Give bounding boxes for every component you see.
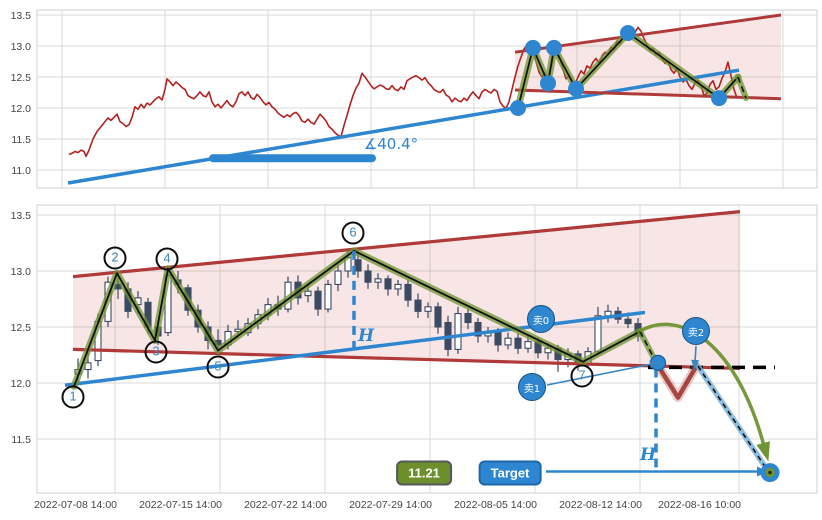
candle-down <box>384 278 392 290</box>
target-curve-arrowhead <box>756 441 770 462</box>
candle-up <box>424 306 432 312</box>
red-v-projection <box>654 361 700 400</box>
top-pivot-marker <box>510 100 526 116</box>
candle-down <box>464 313 472 324</box>
candle-up <box>334 270 342 285</box>
top-pivot-marker <box>540 75 556 92</box>
candle-up <box>504 337 512 346</box>
top-y-tick-label: 13.5 <box>11 10 32 22</box>
candle-down <box>414 299 422 312</box>
top-y-tick-label: 12.5 <box>11 72 32 84</box>
top-y-tick-label: 11.5 <box>11 134 31 146</box>
target-marker-dot <box>768 470 772 475</box>
sell2-arrowhead <box>691 359 700 370</box>
candle-up <box>374 278 382 283</box>
candle-up <box>454 313 462 350</box>
top-channel-lower-line <box>514 88 782 101</box>
x-tick-label: 2022-07-22 14:00 <box>244 499 327 511</box>
top-trend-line <box>67 68 740 185</box>
top-pivot-marker <box>620 24 636 41</box>
x-tick-label: 2022-07-08 14:00 <box>34 499 117 511</box>
top-y-tick-label: 13.0 <box>11 41 32 53</box>
x-tick-label: 2022-08-05 14:00 <box>454 499 537 511</box>
candle-down <box>514 337 522 349</box>
sell1-arrow-line <box>546 363 653 386</box>
projection-line-core <box>697 365 767 469</box>
bottom-y-tick-label: 12.0 <box>11 378 32 390</box>
candle-up <box>324 283 332 310</box>
candle-down <box>314 290 322 310</box>
top-pivot-marker <box>546 39 562 56</box>
candle-up <box>594 315 602 353</box>
x-tick-label: 2022-08-16 10:00 <box>658 499 741 511</box>
top-panel-frame <box>36 9 818 189</box>
x-tick-label: 2022-07-29 14:00 <box>349 499 432 511</box>
bottom-y-tick-label: 13.5 <box>11 210 32 222</box>
candle-down <box>624 318 632 325</box>
candle-down <box>474 321 482 337</box>
candle-down <box>494 330 502 346</box>
sell1-arrowhead <box>649 360 661 369</box>
top-y-tick-label: 12.0 <box>11 103 32 115</box>
bottom-y-tick-label: 12.5 <box>11 322 32 334</box>
bottom-channel-upper-line <box>72 210 741 279</box>
top-zigzag-proj-core <box>737 76 747 99</box>
candle-down <box>404 283 412 301</box>
candle-down <box>364 270 372 283</box>
sell2-arrow-line <box>694 345 697 363</box>
candle-up <box>304 290 312 297</box>
bottom-channel-lower-line <box>72 347 741 371</box>
top-pivot-marker <box>568 80 584 97</box>
x-tick-label: 2022-07-15 14:00 <box>139 499 222 511</box>
candle-up <box>394 283 402 290</box>
wave-zigzag-core <box>73 249 641 387</box>
candle-down <box>434 306 442 328</box>
candle-up <box>524 341 532 349</box>
x-tick-label: 2022-08-12 14:00 <box>559 499 642 511</box>
candle-down <box>354 259 362 272</box>
top-pivot-marker <box>525 39 541 56</box>
top-y-tick-label: 11.0 <box>11 165 31 177</box>
bottom-y-tick-label: 13.0 <box>11 266 32 278</box>
top-pivot-marker <box>711 90 727 107</box>
bottom-y-tick-label: 11.5 <box>11 434 31 446</box>
